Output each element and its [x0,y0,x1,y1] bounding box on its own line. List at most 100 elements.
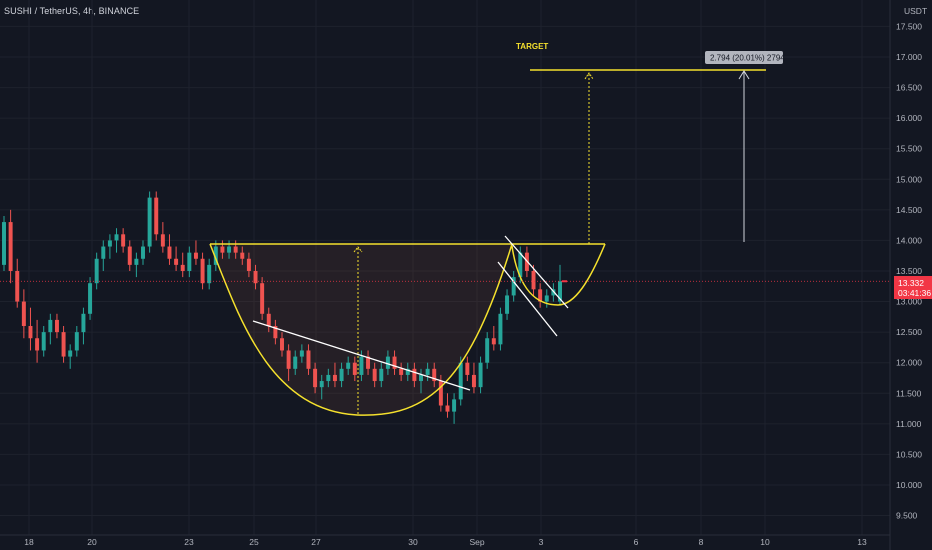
candle [147,191,152,253]
candle [174,246,179,271]
candle-body [48,319,53,333]
candle-body [438,381,443,406]
y-tick-label: 11.500 [896,388,922,398]
candle [319,374,324,400]
y-tick-label: 12.000 [896,358,922,368]
x-tick-label: 8 [699,537,704,547]
candle [213,240,218,271]
candle-body [280,338,284,351]
candle-body [445,405,450,412]
candle [154,191,159,241]
measure-tooltip: 2.794 (20.01%) 2794 [705,51,785,64]
candle-body [68,350,73,357]
x-tick-label: 30 [408,537,418,547]
candle [419,368,423,394]
candle [392,350,397,375]
candle [372,362,377,388]
candle [385,350,390,375]
candle-body [127,246,132,265]
candle [306,344,311,375]
x-tick-label: 27 [311,537,321,547]
y-tick-label: 12.500 [896,327,922,337]
candle [193,240,198,265]
candle-body [491,338,496,345]
y-tick-label: 9.500 [896,511,918,521]
candle-body [54,319,59,333]
candle-body [154,197,159,235]
candle-body [220,246,225,253]
candle [491,326,496,351]
time-axis[interactable]: 18 20 23 25 27 30 Sep 3 6 8 10 13 [0,534,890,547]
cup-depth-arrow [353,246,363,253]
candle-body [174,258,179,265]
candle-body [505,295,510,314]
candle-body [101,246,106,259]
candle [114,228,119,253]
candle [200,252,205,290]
candle [28,307,33,351]
y-tick-label: 11.000 [896,419,922,429]
target-label: TARGET [516,42,548,51]
candle-body [511,277,516,296]
measure-label: 2.794 (20.01%) 2794 [710,54,785,63]
candle [366,350,371,375]
candle [21,289,26,339]
candle [273,319,278,345]
y-tick-label: 10.000 [896,480,922,490]
candle-body [193,252,198,259]
candle-body [21,301,26,327]
candle-body [313,368,318,388]
candle [346,356,351,375]
candle-body [273,326,278,339]
candle-body [299,350,304,357]
y-tick-label: 13.500 [896,266,922,276]
cup-curve [209,243,513,416]
candle-body [551,289,556,296]
candle-body [405,368,410,375]
candle [280,332,284,357]
last-price-value: 13.332 [898,278,924,288]
candle-body [399,368,404,375]
candle [260,277,265,320]
candle [326,368,331,388]
cup-fill [210,244,512,416]
measure-arrow-head [738,70,750,80]
candle-body [213,246,218,265]
candle-body [260,283,265,314]
candle [405,362,410,382]
candle-body [419,374,423,382]
candle [458,356,463,406]
trendline-cup [252,320,471,391]
x-tick-label: 10 [760,537,770,547]
candle-body [41,332,46,351]
candle [538,283,543,308]
candle-body [352,362,357,375]
candle [478,356,483,394]
candle-body [147,197,152,247]
candle [313,362,318,394]
x-tick-label: 23 [184,537,194,547]
candle [81,307,86,345]
handle-channel-upper [504,235,569,309]
candle-body [544,295,549,302]
x-tick-label: 18 [24,537,34,547]
candle-body [74,332,79,351]
x-tick-label: 25 [249,537,259,547]
price-axis[interactable]: 17.500 17.000 16.500 16.000 15.500 15.000 14.5… [889,0,922,550]
candle [293,350,298,375]
x-tick-label: 13 [857,537,867,547]
y-tick-label: 17.500 [896,21,922,31]
candle [379,362,384,388]
candle-body [432,368,437,382]
candle [485,332,490,369]
candle-body [207,264,212,284]
candle [121,228,126,253]
candle-body [465,362,470,375]
candle [551,283,556,302]
countdown-value: 03:41:36 [898,288,931,298]
candle [505,289,510,320]
candle-body [319,381,324,388]
candle-body [227,246,232,253]
candle-body [160,234,165,247]
